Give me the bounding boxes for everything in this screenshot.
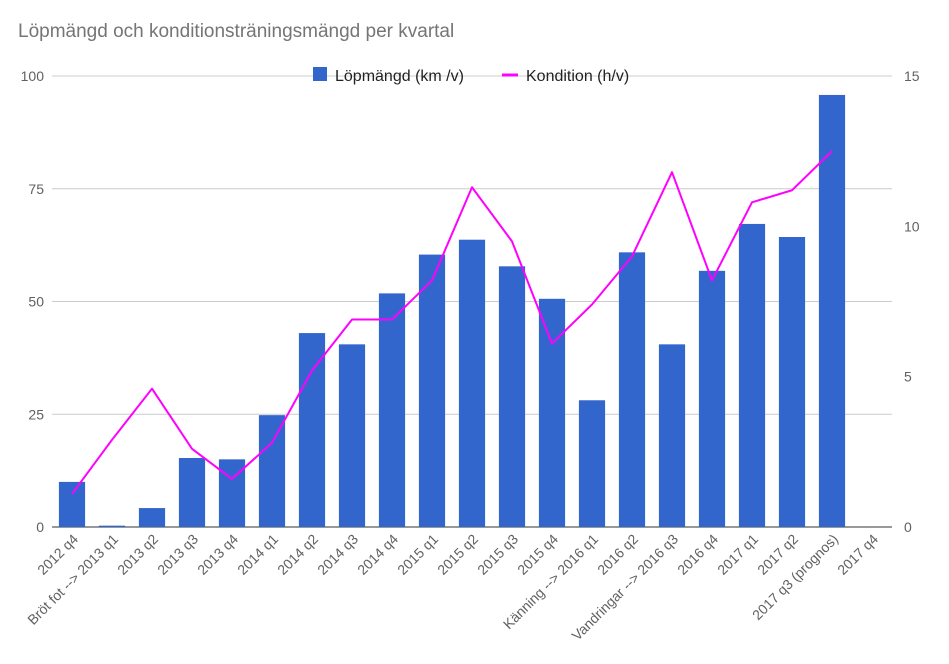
legend-label: Löpmängd (km /v) xyxy=(335,68,464,85)
bar xyxy=(818,94,846,527)
y-right-tick-label: 0 xyxy=(904,519,912,535)
x-tick-label: 2017 q1 xyxy=(714,531,761,578)
bar xyxy=(178,457,206,527)
bar xyxy=(618,252,646,527)
x-tick-label: 2015 q1 xyxy=(394,531,441,578)
x-tick-label: 2015 q2 xyxy=(434,531,481,578)
legend-label: Kondition (h/v) xyxy=(526,68,629,85)
chart-title: Löpmängd och konditionsträningsmängd per… xyxy=(18,21,455,42)
bar xyxy=(258,415,286,527)
bar xyxy=(778,237,806,527)
legend: Löpmängd (km /v) Kondition (h/v) xyxy=(313,67,629,85)
bar xyxy=(498,266,526,527)
legend-swatch-bar xyxy=(313,67,327,81)
x-tick-label: 2014 q2 xyxy=(274,531,321,578)
x-tick-label: 2014 q4 xyxy=(354,531,401,578)
y-left-tick-label: 100 xyxy=(21,68,45,84)
bar xyxy=(658,344,686,527)
bar xyxy=(418,254,446,527)
bar xyxy=(378,293,406,527)
bar xyxy=(98,525,126,527)
x-tick-label: 2014 q1 xyxy=(234,531,281,578)
bar xyxy=(338,344,366,527)
y-right-tick-label: 5 xyxy=(904,369,912,385)
x-tick-label: 2016 q4 xyxy=(674,531,721,578)
x-tick-label: 2017 q4 xyxy=(834,531,881,578)
y-left-tick-label: 75 xyxy=(28,181,44,197)
y-left-tick-label: 50 xyxy=(28,294,44,310)
x-tick-label: 2013 q2 xyxy=(114,531,161,578)
bar xyxy=(138,508,166,527)
y-left-tick-label: 25 xyxy=(28,406,44,422)
bar xyxy=(578,400,606,527)
line-series xyxy=(71,150,833,495)
y-right-tick-label: 10 xyxy=(904,218,920,234)
bar xyxy=(458,239,486,527)
x-tick-label: 2013 q4 xyxy=(194,531,241,578)
bar xyxy=(738,223,766,528)
x-tick-label: 2014 q3 xyxy=(314,531,361,578)
x-tick-label: 2013 q3 xyxy=(154,531,201,578)
y-left-tick-label: 0 xyxy=(36,519,44,535)
bar xyxy=(538,298,566,527)
bar xyxy=(698,270,726,527)
y-right-tick-label: 15 xyxy=(904,68,920,84)
bar xyxy=(298,333,326,527)
x-tick-label: 2015 q3 xyxy=(474,531,521,578)
bar xyxy=(58,481,86,527)
